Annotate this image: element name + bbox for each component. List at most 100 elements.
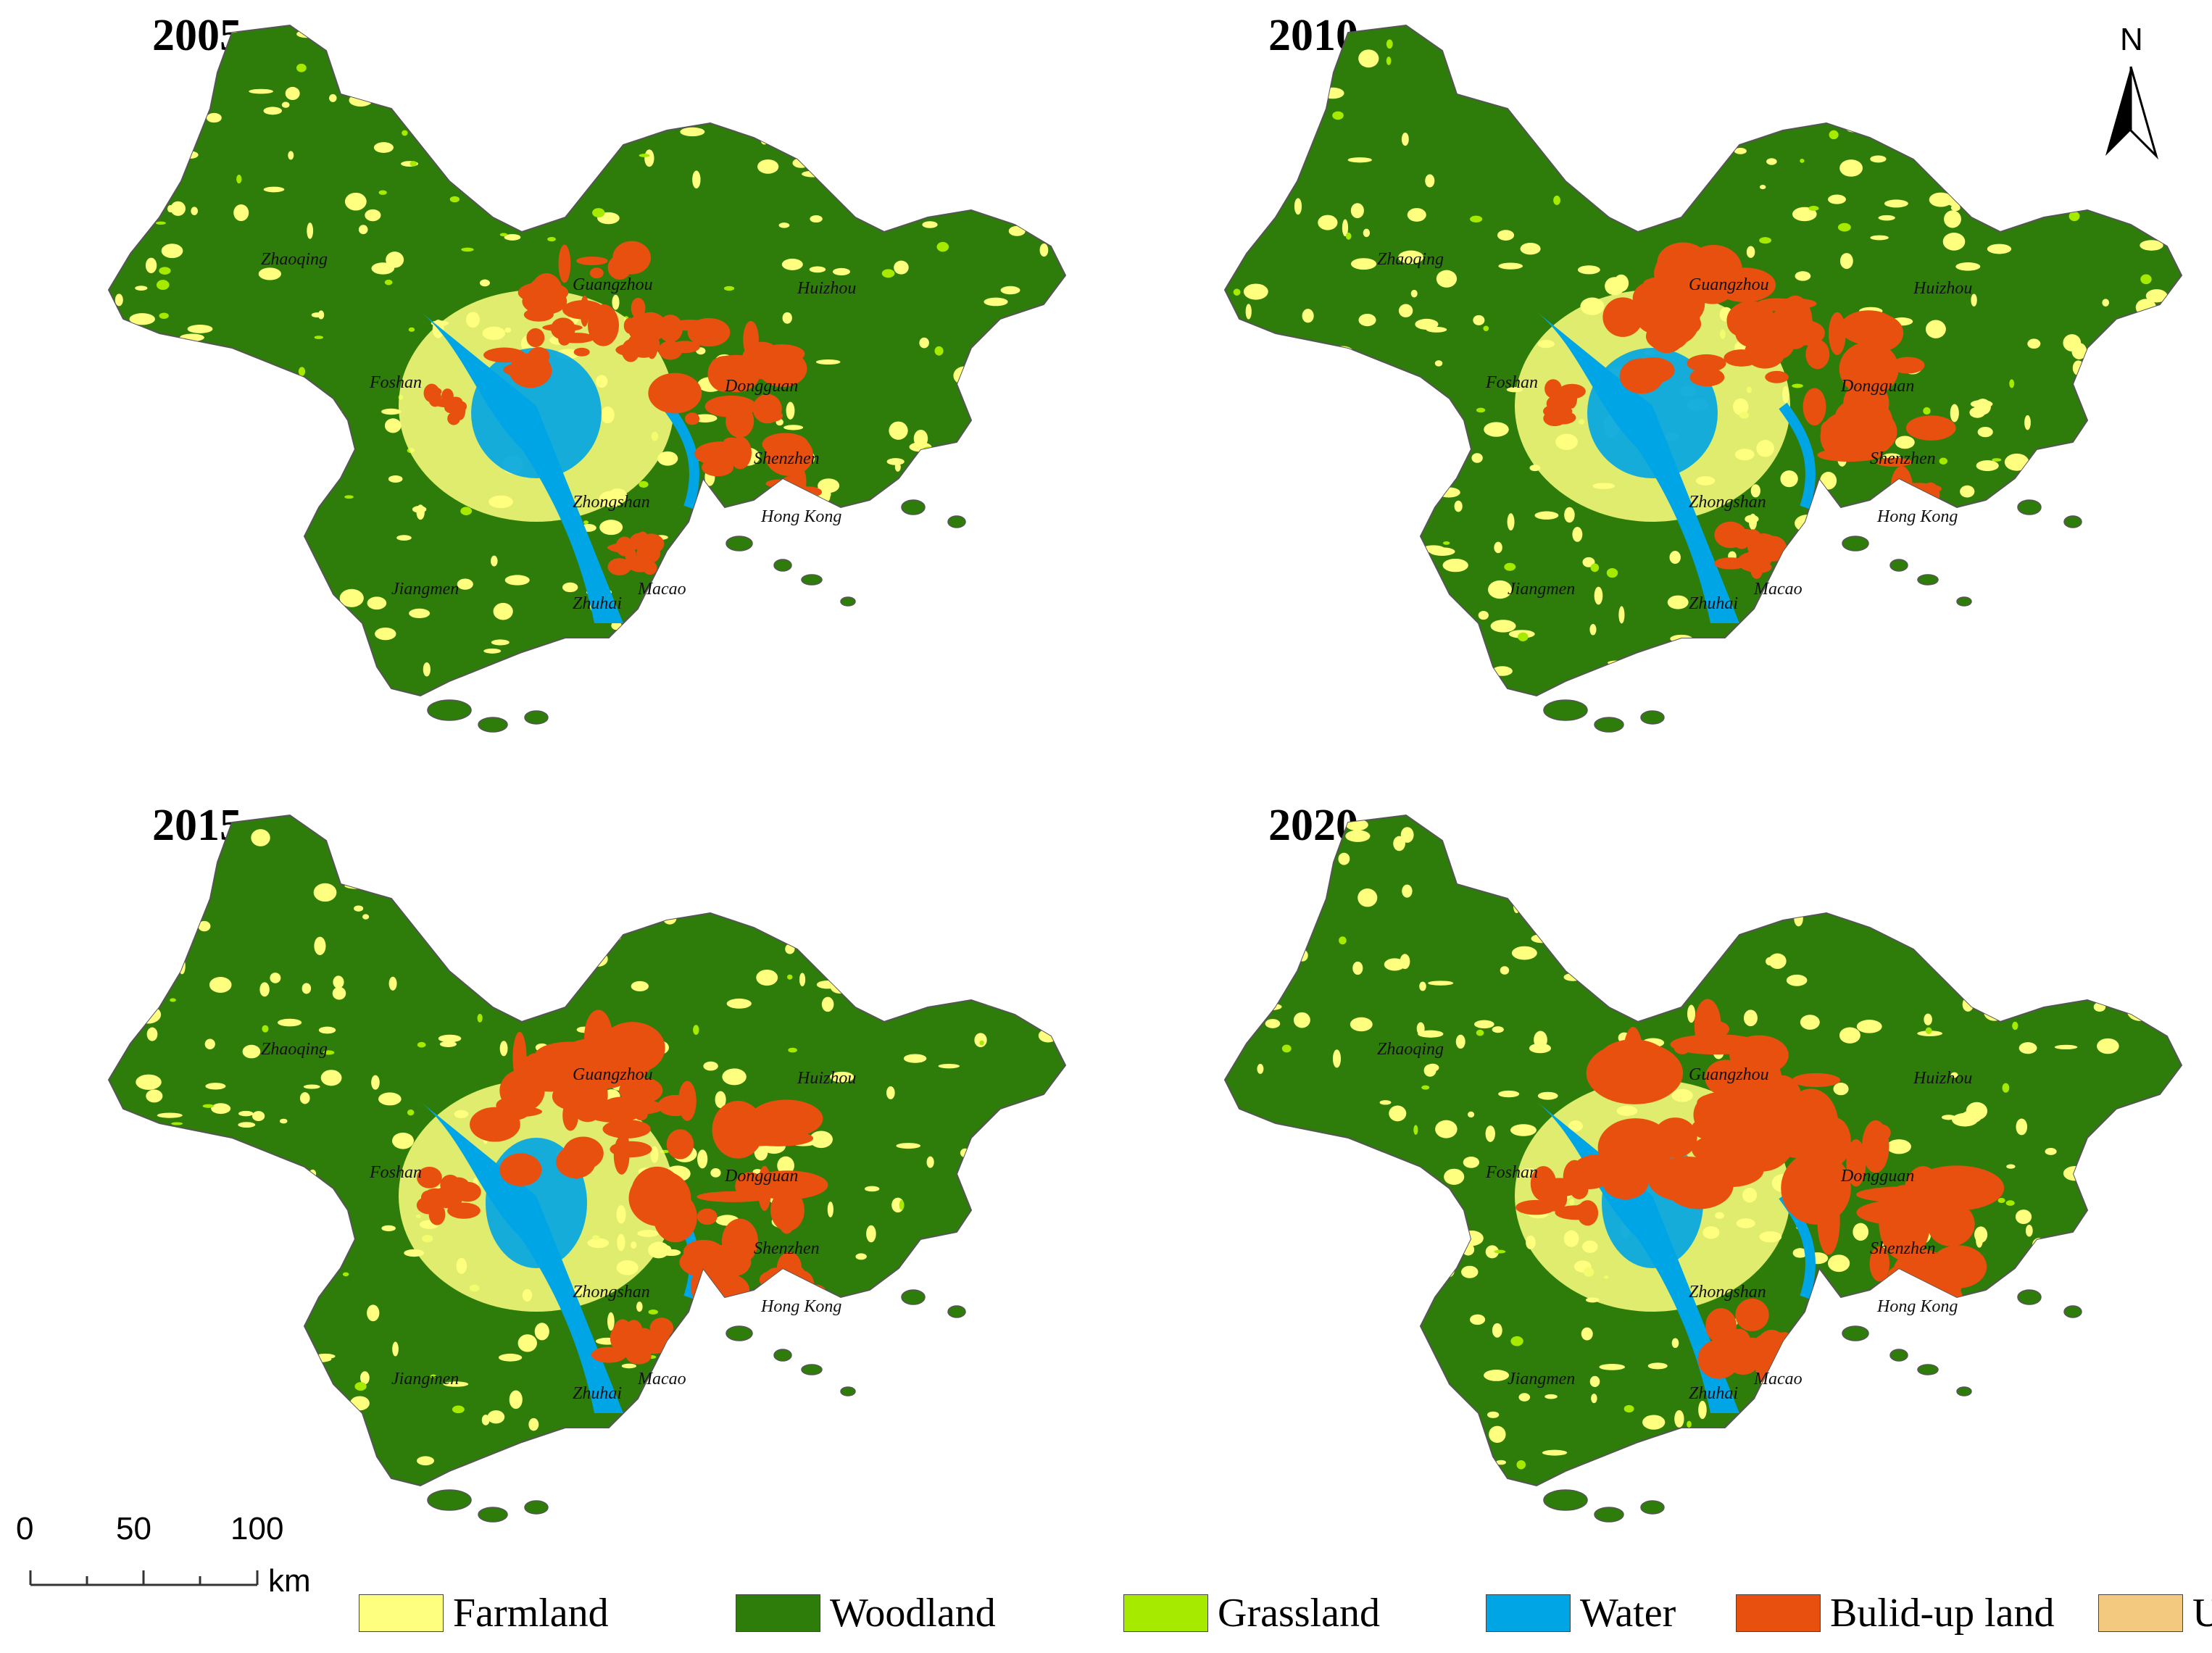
farmland-patch (1321, 1151, 1339, 1158)
farmland-patch (378, 1092, 402, 1106)
farmland-patch (636, 1302, 643, 1312)
farmland-patch (1490, 620, 1516, 633)
farmland-patch (1828, 1254, 1850, 1273)
built-up-patch (1869, 1246, 1890, 1282)
city-label: Jiangmen (1508, 580, 1575, 599)
farmland-patch (1881, 591, 1899, 598)
built-up-patch (1918, 1255, 1950, 1283)
farmland-patch (432, 62, 447, 72)
farmland-patch (229, 502, 249, 520)
grassland-patch (592, 208, 605, 218)
grassland-patch (832, 118, 837, 128)
farmland-patch (872, 1445, 887, 1461)
farmland-patch (819, 885, 828, 894)
farmland-patch (191, 207, 199, 215)
farmland-patch (243, 466, 250, 477)
farmland-patch (940, 488, 954, 500)
grassland-patch (1759, 237, 1772, 244)
farmland-patch (1828, 194, 1846, 204)
farmland-patch (493, 602, 513, 620)
farmland-patch (358, 225, 368, 235)
farmland-patch (313, 883, 337, 902)
farmland-patch (162, 649, 183, 668)
island (947, 515, 966, 528)
scale-unit: km (268, 1563, 311, 1599)
farmland-patch (815, 75, 823, 92)
farmland-patch (2040, 534, 2049, 546)
farmland-patch (2083, 987, 2105, 999)
farmland-patch (1904, 921, 1925, 939)
built-up-patch (1705, 1308, 1737, 1344)
farmland-patch (857, 988, 873, 996)
farmland-patch (1388, 1261, 1402, 1275)
legend-label: Unused (2192, 1591, 2212, 1636)
island (1842, 536, 1869, 551)
farmland-patch (198, 920, 211, 932)
farmland-patch (1747, 638, 1768, 653)
farmland-patch (1384, 958, 1405, 971)
farmland-patch (1976, 460, 1999, 472)
grassland-patch (592, 886, 603, 896)
grassland-patch (2131, 216, 2137, 225)
farmland-patch (1513, 897, 1521, 914)
farmland-patch (1645, 118, 1666, 126)
farmland-patch (1407, 208, 1426, 222)
river (662, 402, 699, 509)
grassland-patch (1436, 1245, 1445, 1250)
city-label: Guangzhou (1689, 275, 1769, 294)
grassland-patch (2005, 1200, 2015, 1206)
farmland-patch (1342, 219, 1349, 237)
farmland-patch (242, 1044, 261, 1059)
farmland-patch (1971, 293, 1977, 307)
farmland-patch (1495, 1460, 1506, 1465)
farmland-patch (1696, 45, 1721, 62)
farmland-patch (1531, 933, 1552, 944)
farmland-patch (1577, 265, 1600, 275)
city-label: Zhongshan (1689, 1283, 1766, 1302)
farmland-patch (1015, 1252, 1029, 1260)
farmland-patch (970, 155, 989, 162)
farmland-patch (778, 222, 790, 228)
farmland-patch (1309, 1233, 1335, 1244)
farmland-patch (602, 828, 614, 837)
built-up-patch (636, 531, 649, 549)
farmland-patch (490, 555, 498, 567)
farmland-patch (1974, 529, 1997, 543)
farmland-patch (1792, 207, 1817, 222)
farmland-patch (2010, 177, 2036, 191)
farmland-patch (1498, 262, 1523, 270)
farmland-patch (282, 378, 308, 388)
built-up-patch (441, 388, 454, 404)
built-up-patch (646, 331, 658, 359)
farmland-patch (961, 114, 975, 126)
farmland-patch (1238, 1340, 1246, 1349)
farmland-patch (968, 557, 977, 576)
farmland-patch (386, 251, 404, 268)
river (1779, 402, 1816, 509)
grassland-patch (1262, 540, 1271, 549)
built-up-patch (1734, 535, 1750, 549)
farmland-patch (623, 1446, 644, 1460)
grassland-patch (1997, 1198, 2005, 1203)
grassland-patch (1036, 1275, 1044, 1286)
grassland-patch (2119, 672, 2126, 680)
grassland-patch (2084, 876, 2095, 880)
grassland-patch (1442, 541, 1450, 545)
farmland-patch (1225, 630, 1226, 641)
built-up-patch (576, 257, 608, 265)
built-up-patch (657, 1094, 694, 1117)
grassland-patch (109, 1373, 114, 1378)
grassland-patch (934, 346, 944, 356)
farmland-patch (612, 294, 620, 310)
farmland-patch (2142, 900, 2166, 909)
farmland-patch (2145, 289, 2168, 303)
farmland-patch (809, 266, 826, 273)
farmland-patch (366, 1460, 375, 1475)
farmland-patch (354, 905, 364, 912)
grassland-patch (409, 161, 417, 167)
farmland-patch (1598, 140, 1608, 146)
built-up-patch (1622, 1027, 1645, 1098)
farmland-patch (685, 592, 693, 599)
farmland-patch (395, 42, 409, 61)
farmland-patch (1987, 243, 2012, 254)
